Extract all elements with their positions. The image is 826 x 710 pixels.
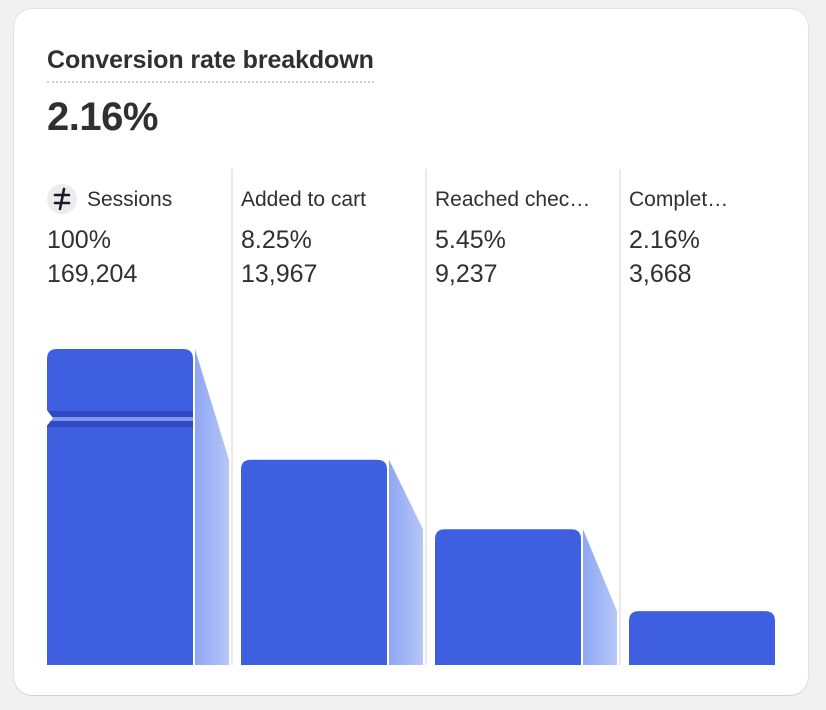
dropoff-connector bbox=[195, 349, 229, 665]
stage-percentage-added-to-cart: 8.25% bbox=[241, 226, 312, 254]
stage-label-added-to-cart: Added to cart bbox=[241, 188, 366, 211]
stage-count-completed-checkout: 3,668 bbox=[629, 260, 692, 288]
funnel-chart: Sessions 100% 169,204 Added to cart 8.25% 13,… bbox=[46, 169, 775, 665]
stage-count-added-to-cart: 13,967 bbox=[241, 260, 317, 288]
axis-break-notch bbox=[46, 409, 53, 427]
axis-break-line bbox=[47, 421, 193, 427]
dropoff-connector bbox=[389, 459, 423, 665]
stage-percentage-completed-checkout: 2.16% bbox=[629, 226, 700, 254]
headline-value: 2.16% bbox=[47, 95, 158, 139]
stage-count-reached-checkout: 9,237 bbox=[435, 260, 498, 288]
dropoff-connector bbox=[583, 529, 617, 665]
stage-label-sessions: Sessions bbox=[87, 188, 172, 211]
bar-reached-checkout[interactable] bbox=[435, 529, 581, 665]
bar-sessions[interactable] bbox=[47, 349, 193, 665]
stage-label-completed-checkout: Complet… bbox=[629, 188, 728, 211]
sessions-icon bbox=[47, 184, 77, 214]
axis-break-line bbox=[47, 411, 193, 417]
stage-label-reached-checkout: Reached chec… bbox=[435, 188, 590, 211]
stage-percentage-reached-checkout: 5.45% bbox=[435, 226, 506, 254]
bar-completed-checkout[interactable] bbox=[629, 611, 775, 665]
stage-percentage-sessions: 100% bbox=[47, 226, 111, 254]
card-title[interactable]: Conversion rate breakdown bbox=[47, 45, 374, 83]
stage-count-sessions: 169,204 bbox=[47, 260, 137, 288]
axis-break-gap bbox=[47, 417, 193, 421]
bar-added-to-cart[interactable] bbox=[241, 459, 387, 665]
conversion-card: Conversion rate breakdown 2.16% Sessions… bbox=[14, 9, 808, 695]
